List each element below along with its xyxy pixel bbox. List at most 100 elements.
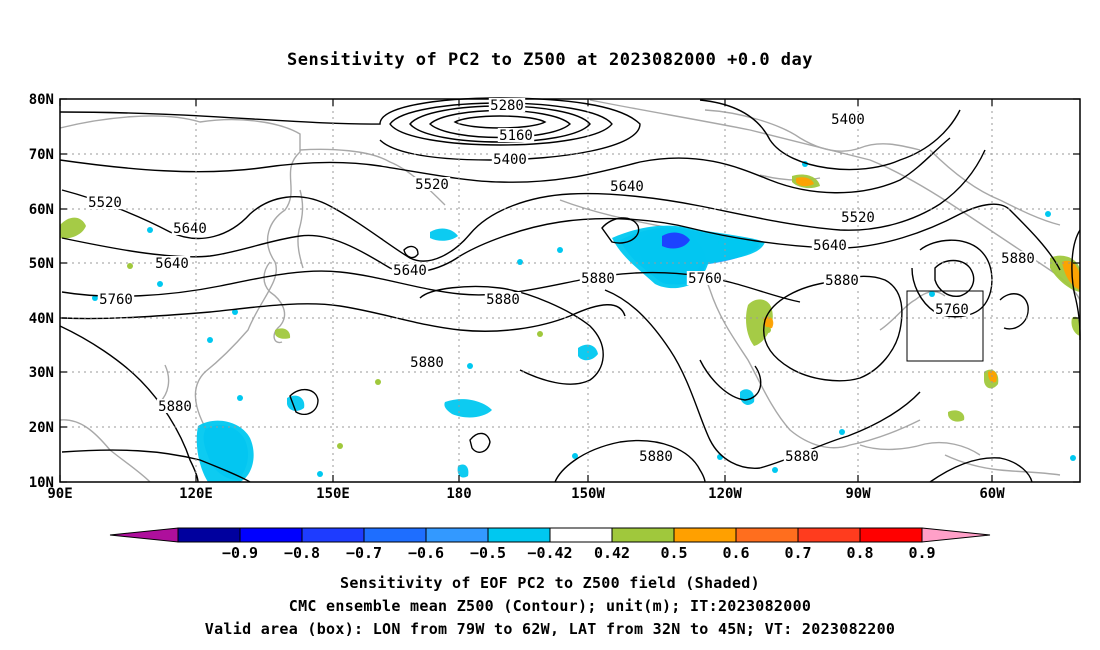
colorbar-box-6 — [549, 527, 613, 543]
sensitivity-speck-11 — [572, 453, 578, 459]
colorbar-box-5 — [487, 527, 551, 543]
contour-label-4: 5520 — [415, 177, 449, 193]
contour-label-3: 5400 — [831, 112, 865, 128]
lon-label-5: 120W — [708, 486, 742, 502]
colorbar-label-7: 0.5 — [660, 544, 687, 562]
sensitivity-speck-19 — [929, 291, 935, 297]
colorbar-label-2: −0.7 — [346, 544, 382, 562]
contour-label-bg-16 — [933, 302, 971, 316]
contour-label-bg-21 — [637, 449, 675, 463]
contour-line-16 — [763, 275, 903, 382]
contour-label-22: 5880 — [785, 449, 819, 465]
contour-label-bg-18 — [408, 355, 446, 369]
colorbar-box-8 — [673, 527, 737, 543]
contour-label-2: 5400 — [493, 152, 527, 168]
colorbar-box-2 — [301, 527, 365, 543]
coastline-13 — [929, 149, 1061, 226]
sensitivity-speck-20 — [765, 327, 771, 333]
colorbar-label-9: 0.7 — [784, 544, 811, 562]
sensitivity-patch-12 — [746, 299, 773, 346]
sensitivity-patch-19 — [1071, 316, 1080, 336]
contour-labels: 5280 5160 5400 5400 5520 5640 5520 5520 5640 5640… — [86, 98, 1037, 465]
contour-line-7 — [61, 149, 986, 262]
sensitivity-shading — [60, 161, 1080, 482]
contour-line-4 — [59, 97, 641, 161]
contour-label-20: 5880 — [158, 399, 192, 415]
sensitivity-patch-10 — [740, 389, 755, 405]
contour-label-17: 5880 — [825, 273, 859, 289]
contour-label-5: 5640 — [610, 179, 644, 195]
contour-line-22 — [469, 432, 491, 453]
coastline-7 — [589, 99, 1081, 301]
colorbar-label-8: 0.6 — [722, 544, 749, 562]
contour-label-21: 5880 — [639, 449, 673, 465]
lat-label-1: 70N — [29, 147, 54, 163]
coastline-9 — [859, 441, 981, 456]
sensitivity-speck-7 — [517, 259, 523, 265]
sensitivity-patch-13 — [60, 217, 86, 239]
z500-contours — [59, 97, 1081, 483]
contour-line-6 — [699, 99, 961, 171]
contour-label-bg-19 — [999, 251, 1037, 265]
contour-line-2 — [409, 105, 591, 143]
sensitivity-speck-17 — [147, 227, 153, 233]
coastline-3 — [297, 189, 304, 269]
coastline-0 — [59, 115, 301, 483]
contour-line-3 — [389, 102, 613, 146]
lon-label-3: 180 — [446, 486, 471, 502]
contour-label-6: 5520 — [841, 210, 875, 226]
contour-label-bg-11 — [811, 238, 849, 252]
colorbar-box-9 — [735, 527, 799, 543]
contour-line-26 — [61, 449, 251, 483]
colorbar-box-3 — [363, 527, 427, 543]
lat-label-6: 20N — [29, 420, 54, 436]
lat-label-2: 60N — [29, 202, 54, 218]
lon-label-0: 90E — [47, 486, 72, 502]
colorbar: −0.9 −0.8 −0.7 −0.6 −0.5 −0.42 0.42 0.5 0.6 0.7 0.… — [109, 527, 991, 562]
sensitivity-patch-8 — [287, 395, 305, 411]
sensitivity-speck-3 — [207, 337, 213, 343]
contour-label-bg-8 — [171, 221, 209, 235]
contour-label-bg-20 — [156, 399, 194, 413]
contour-label-bg-7 — [86, 195, 124, 209]
contour-line-25 — [403, 245, 419, 259]
contour-line-24 — [601, 217, 640, 244]
contour-label-bg-13 — [686, 271, 724, 285]
sensitivity-speck-10 — [537, 331, 543, 337]
contour-label-bg-6 — [839, 210, 877, 224]
contour-line-18 — [911, 239, 993, 318]
contour-label-bg-3 — [829, 112, 867, 126]
sensitivity-speck-13 — [772, 467, 778, 473]
lat-label-7: 10N — [29, 475, 54, 491]
contour-label-bg-14 — [484, 292, 522, 306]
sensitivity-speck-16 — [232, 309, 238, 315]
colorbar-label-1: −0.8 — [284, 544, 320, 562]
contour-line-21 — [999, 293, 1029, 330]
contour-label-7: 5520 — [88, 195, 122, 211]
sensitivity-patch-5 — [444, 399, 492, 418]
contour-line-14 — [699, 359, 762, 401]
lon-label-7: 60W — [979, 486, 1005, 502]
contour-label-13: 5760 — [688, 271, 722, 287]
contour-label-0: 5280 — [490, 98, 524, 114]
contour-label-bg-0 — [488, 98, 526, 112]
colorbar-box-1 — [239, 527, 303, 543]
lat-label-3: 50N — [29, 256, 54, 272]
contour-label-8: 5640 — [173, 221, 207, 237]
footer-line-3: Valid area (box): LON from 79W to 62W, L… — [204, 620, 896, 638]
contour-label-bg-1 — [497, 128, 535, 142]
coastline-11 — [704, 109, 921, 152]
contour-line-27 — [929, 457, 1033, 483]
sensitivity-patch-20 — [1062, 260, 1080, 290]
footer-line-1: Sensitivity of EOF PC2 to Z500 field (Sh… — [340, 574, 760, 592]
sensitivity-speck-2 — [92, 295, 98, 301]
colorbar-label-5: −0.42 — [527, 544, 572, 562]
sensitivity-speck-14 — [317, 471, 323, 477]
sensitivity-patch-4 — [196, 420, 254, 482]
contour-label-14: 5880 — [486, 292, 520, 308]
coastline-10 — [944, 454, 1061, 476]
map-frame — [59, 98, 1081, 483]
sensitivity-patch-16 — [948, 410, 965, 422]
